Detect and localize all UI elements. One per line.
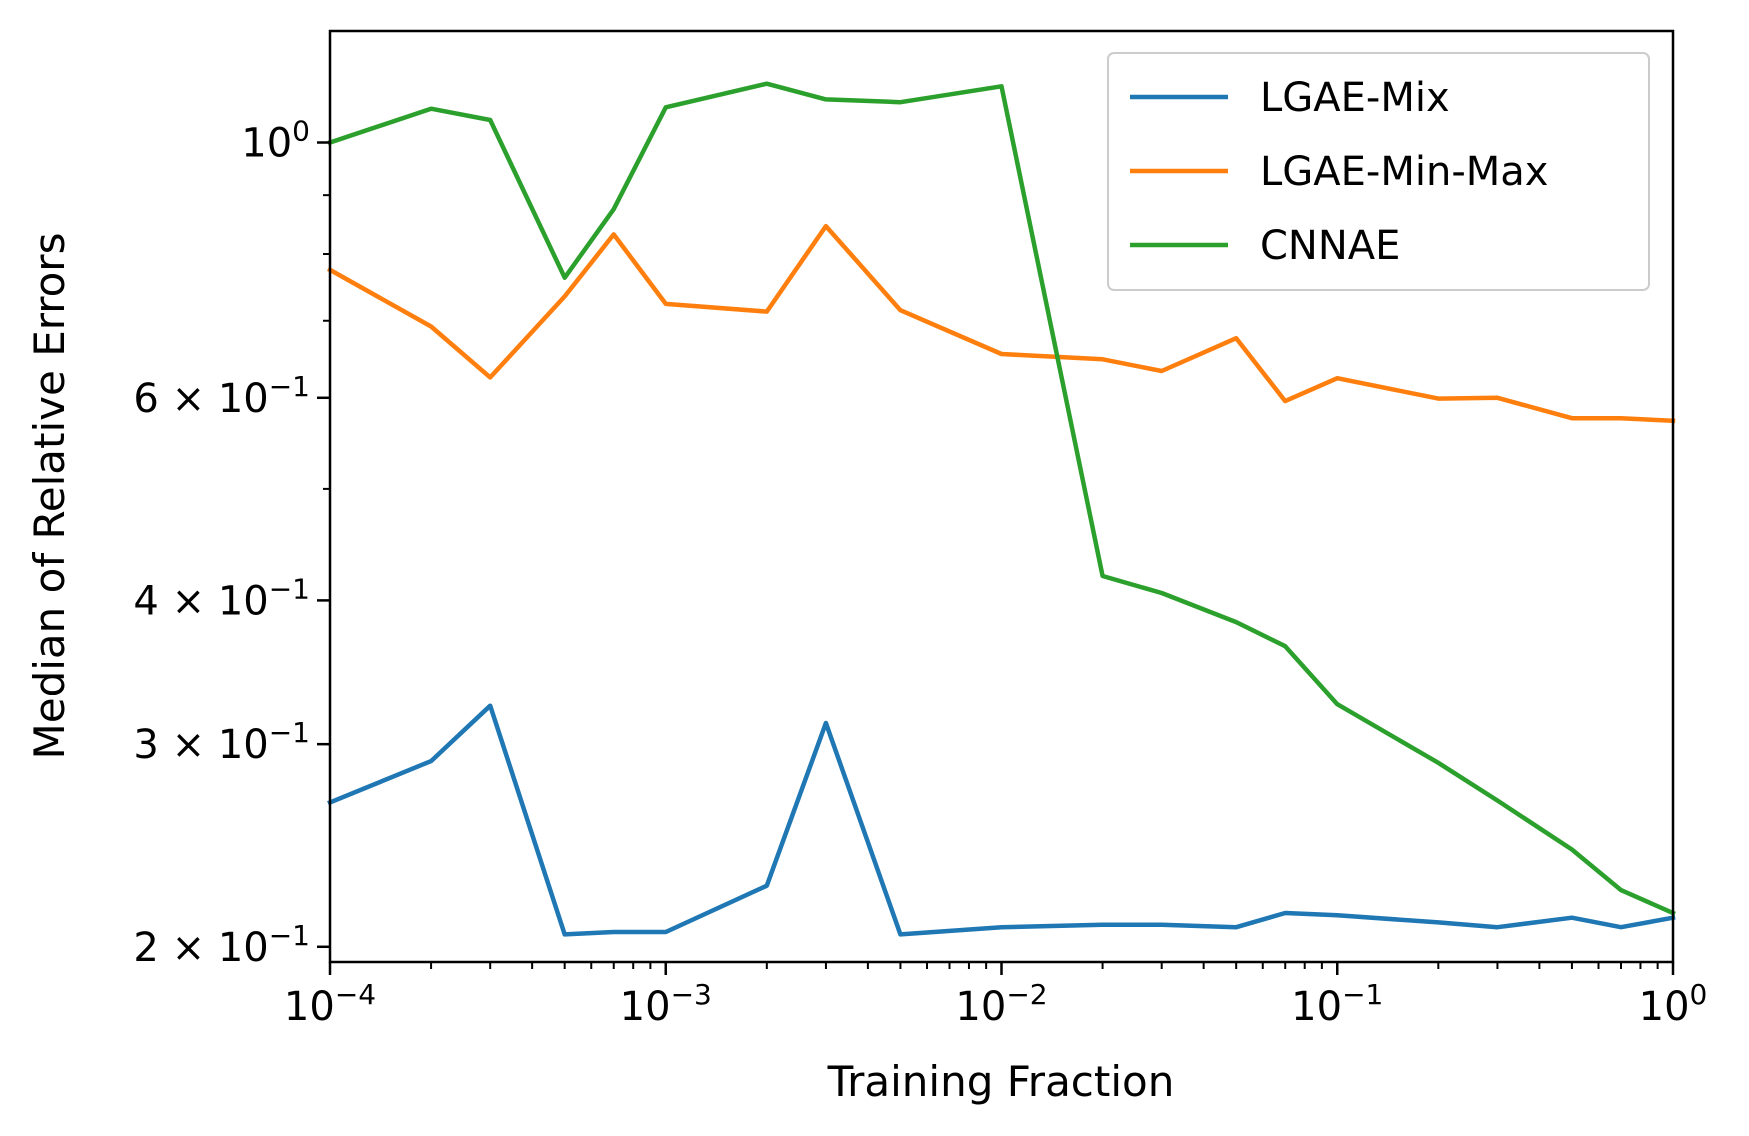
- legend-label: LGAE-Min-Max: [1260, 149, 1548, 195]
- legend-box: [1107, 52, 1650, 291]
- y-tick-label: 4 × 10−1: [133, 572, 310, 624]
- x-tick-label: 10−3: [620, 978, 712, 1030]
- plot-lines: [326, 81, 1676, 937]
- x-tick-label: 100: [1639, 978, 1708, 1030]
- y-tick-label: 100: [241, 115, 310, 167]
- x-tick-label: 10−1: [1291, 978, 1383, 1030]
- series-line-lgae-min-max: [326, 223, 1676, 424]
- y-axis-label: Median of Relative Errors: [25, 233, 74, 760]
- y-tick-label: 6 × 10−1: [133, 370, 310, 422]
- y-tick-label: 3 × 10−1: [133, 716, 310, 768]
- y-axis-ticks: 100 6 × 10−1 4 × 10−1 3 × 10−1 2 × 10−1: [133, 115, 330, 971]
- x-tick-label: 10−4: [284, 978, 376, 1030]
- x-axis-ticks: 10−4 10−3 10−2 10−1 100: [284, 962, 1707, 1030]
- series-line-lgae-mix: [327, 703, 1676, 937]
- series-line-cnnae: [327, 81, 1676, 916]
- y-tick-label: 2 × 10−1: [133, 919, 310, 971]
- x-tick-label: 10−2: [955, 978, 1047, 1030]
- legend: LGAE-Mix LGAE-Min-Max CNNAE: [1107, 52, 1650, 291]
- x-axis-label: Training Fraction: [827, 1057, 1175, 1106]
- legend-label: LGAE-Mix: [1260, 75, 1450, 121]
- legend-label: CNNAE: [1260, 223, 1400, 269]
